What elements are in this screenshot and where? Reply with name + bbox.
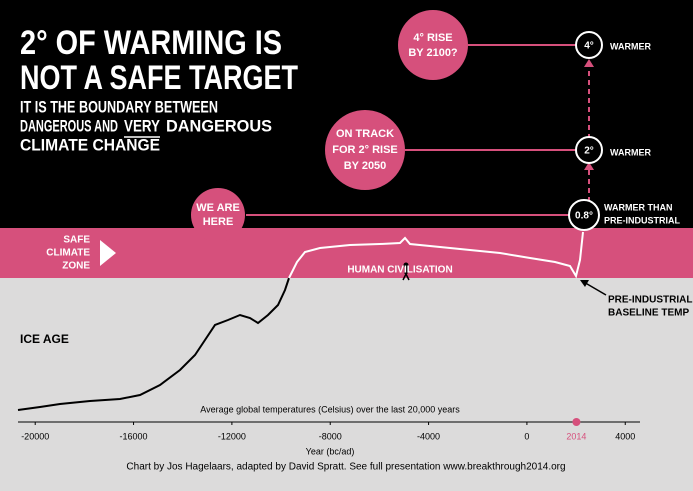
x-tick-label: 0 xyxy=(524,431,529,441)
annotation: HUMAN CIVILISATION xyxy=(347,265,452,276)
arrow-head xyxy=(584,162,594,170)
x-tick-label: -20000 xyxy=(21,431,49,441)
highlight-dot xyxy=(572,418,581,426)
arrow-head xyxy=(580,280,589,287)
bubble-text: WE ARE xyxy=(196,202,240,214)
bubble-text: BY 2100? xyxy=(408,47,458,59)
x-tick-label: -4000 xyxy=(417,431,440,441)
subtitle: DANGEROUS AND xyxy=(20,116,118,135)
level-marker xyxy=(575,136,603,164)
x-axis-label: Year (bc/ad) xyxy=(306,446,355,456)
level-caption: WARMER xyxy=(610,147,651,157)
level-marker xyxy=(568,199,600,231)
x-tick-label: 4000 xyxy=(615,431,635,441)
subtitle: DANGEROUS xyxy=(166,116,272,135)
level-label: 4° xyxy=(584,41,594,52)
bubble-text: BY 2050 xyxy=(344,160,387,172)
bubble-text: FOR 2° RISE xyxy=(332,144,398,156)
zone-arrow xyxy=(100,240,116,266)
bubble-text: ON TRACK xyxy=(336,128,394,140)
x-tick-label: -8000 xyxy=(319,431,342,441)
subtitle: VERY xyxy=(124,116,161,135)
level-caption: WARMER THAN xyxy=(604,202,673,212)
zone-label: ZONE xyxy=(62,261,90,272)
subtitle: CLIMATE CHANGE xyxy=(20,135,160,154)
civilisation-curve xyxy=(288,231,584,279)
title: 2° OF WARMING IS xyxy=(20,24,282,62)
title: NOT A SAFE TARGET xyxy=(20,59,298,97)
ground-panel xyxy=(0,278,693,491)
bubble-text: 4° RISE xyxy=(413,32,452,44)
arrow-head xyxy=(584,59,594,67)
annotation: PRE-INDUSTRIAL xyxy=(608,295,692,306)
zone-label: CLIMATE xyxy=(46,248,90,259)
ice-age-curve xyxy=(17,277,290,411)
bubble xyxy=(325,110,405,190)
walker xyxy=(402,262,410,281)
axis-caption: Average global temperatures (Celsius) ov… xyxy=(200,404,460,414)
level-label: 0.8° xyxy=(575,211,593,222)
level-caption: PRE-INDUSTRIAL xyxy=(604,215,681,225)
x-tick-label: -12000 xyxy=(218,431,246,441)
bubble xyxy=(398,10,468,80)
level-marker xyxy=(575,31,603,59)
bubble-text: HERE xyxy=(203,216,234,228)
subtitle: IT IS THE BOUNDARY BETWEEN xyxy=(20,97,218,116)
bubble xyxy=(191,188,245,242)
level-label: 2° xyxy=(584,146,594,157)
zone-label: SAFE xyxy=(63,235,90,246)
x-tick-label: -16000 xyxy=(120,431,148,441)
annotation: ICE AGE xyxy=(20,332,69,346)
x-tick-label: 2014 xyxy=(566,431,586,441)
credit: Chart by Jos Hagelaars, adapted by David… xyxy=(126,462,565,473)
level-caption: WARMER xyxy=(610,41,651,51)
annotation: BASELINE TEMP xyxy=(608,308,689,319)
